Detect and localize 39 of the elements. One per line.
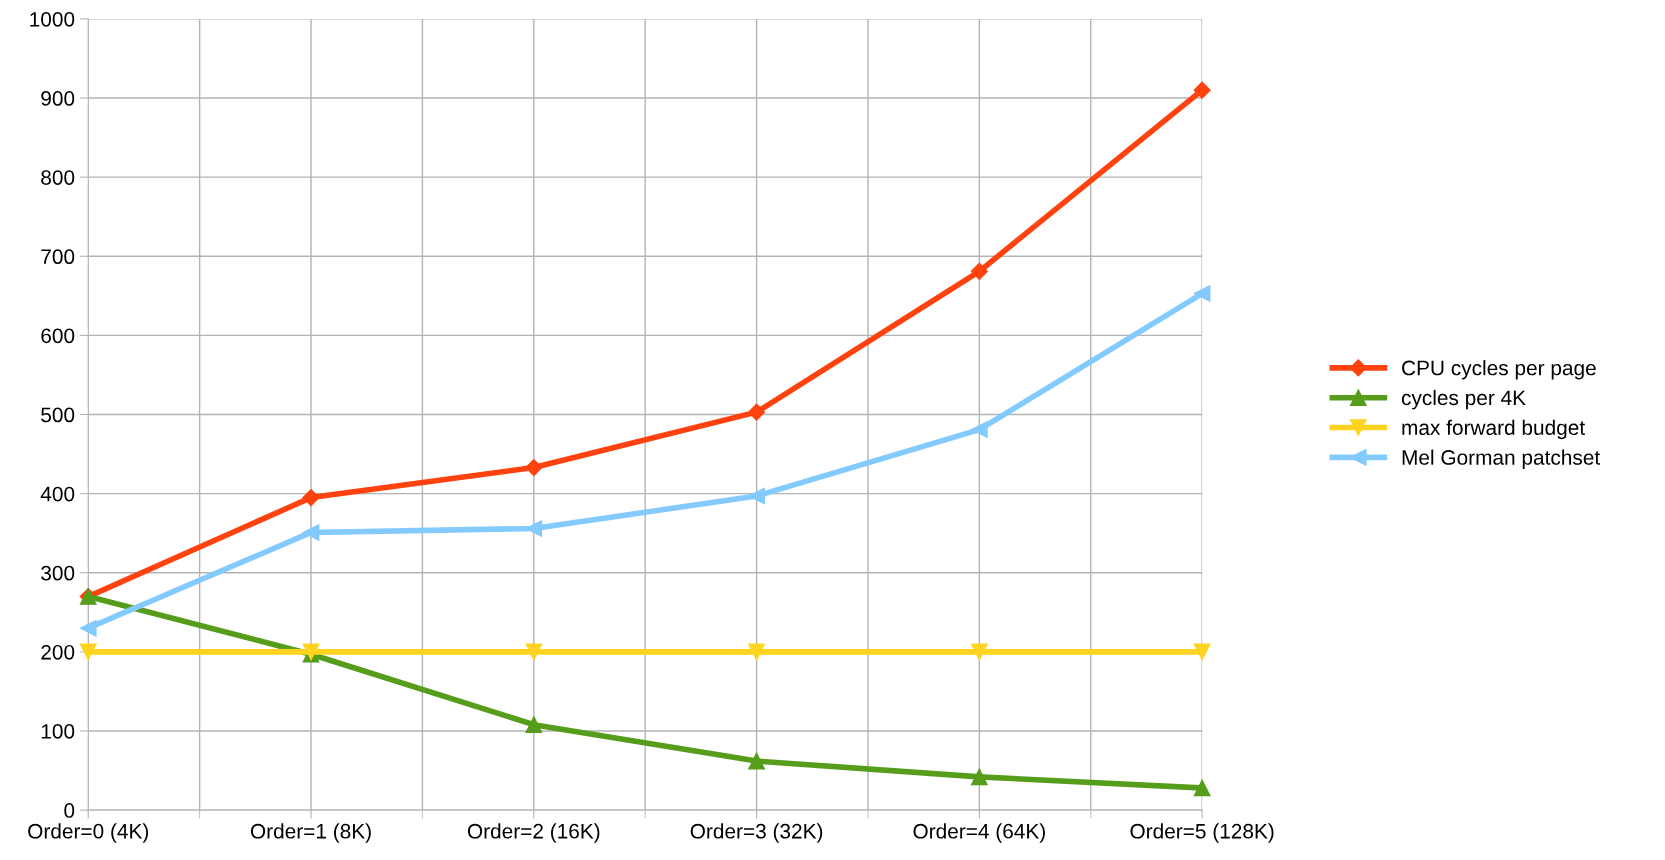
point (971, 643, 988, 661)
point (748, 752, 765, 770)
legend-label: max forward budget (1402, 419, 1585, 440)
x-tick-label: Order=0 (4K) (28, 823, 149, 843)
point (302, 489, 320, 507)
x-tick-label: Order=1 (8K) (250, 823, 371, 843)
y-tick-label: 0 (64, 803, 75, 818)
point (79, 619, 97, 637)
y-tick-label: 700 (41, 249, 75, 265)
x-tick-label: Order=5 (128K) (1130, 823, 1274, 843)
y-tick-label: 800 (41, 170, 75, 185)
point (525, 716, 543, 734)
point (748, 403, 766, 421)
y-tick-label: 300 (41, 565, 75, 581)
point (971, 768, 988, 786)
legend-label: Mel Gorman patchset (1402, 449, 1601, 469)
point (525, 458, 543, 477)
point (1193, 81, 1211, 99)
point (1193, 779, 1211, 797)
x-tick-label: Order=3 (32K) (690, 823, 823, 843)
y-tick-label: 100 (41, 724, 75, 739)
y-tick-label: 400 (40, 486, 75, 502)
point (79, 643, 97, 661)
point (1193, 285, 1211, 302)
y-tick-label: 900 (41, 91, 75, 106)
point (748, 643, 765, 661)
y-tick-label: 500 (41, 407, 75, 423)
y-tick-label: 1000 (30, 11, 75, 27)
point (1193, 643, 1211, 661)
point (970, 262, 988, 280)
point (302, 524, 320, 541)
y-tick-label: 600 (41, 328, 75, 344)
point (525, 643, 543, 661)
legend-label: cycles per 4K (1401, 389, 1526, 410)
x-tick-label: Order=4 (64K) (913, 823, 1045, 843)
y-tick-label: 200 (41, 644, 75, 660)
legend-label: CPU cycles per page (1402, 360, 1596, 380)
point (971, 421, 988, 438)
x-tick-label: Order=2 (16K) (467, 823, 600, 843)
